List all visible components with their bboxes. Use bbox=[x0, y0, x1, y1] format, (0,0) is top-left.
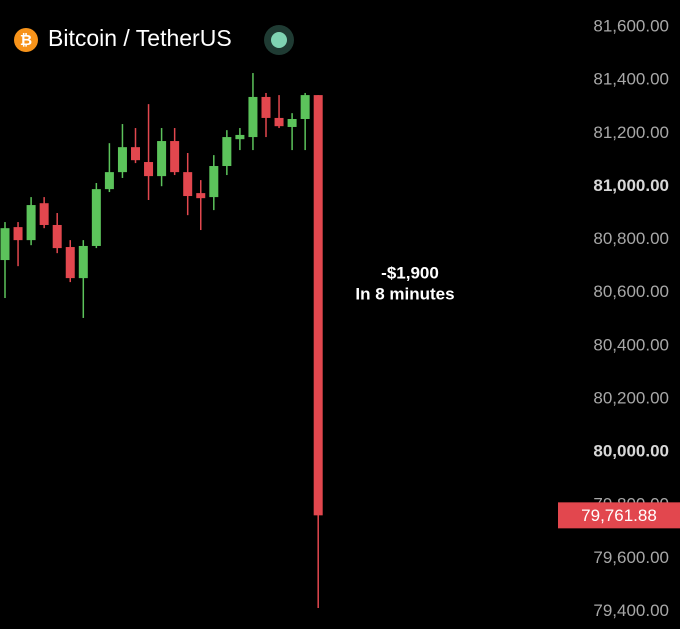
candle-body bbox=[274, 117, 284, 127]
candle-body bbox=[235, 134, 245, 140]
y-tick-label: 80,600.00 bbox=[593, 282, 669, 301]
bitcoin-icon-symbol: ₿ bbox=[20, 32, 32, 49]
y-tick-label: 80,800.00 bbox=[593, 229, 669, 248]
price-tag-label: 79,761.88 bbox=[581, 506, 657, 525]
candle-body bbox=[170, 141, 180, 173]
candle-body bbox=[78, 245, 88, 279]
candle-body bbox=[222, 137, 232, 167]
y-tick-label: 81,200.00 bbox=[593, 123, 669, 142]
y-tick-label: 80,400.00 bbox=[593, 335, 669, 354]
y-tick-label: 81,600.00 bbox=[593, 17, 669, 36]
candle-body bbox=[261, 96, 271, 118]
candle-body bbox=[52, 224, 62, 249]
candle-body bbox=[39, 203, 49, 225]
candle-body bbox=[248, 96, 258, 138]
candle-body bbox=[287, 119, 297, 127]
candle-body bbox=[91, 189, 101, 246]
price-tag bbox=[558, 502, 680, 529]
y-tick-label: 79,600.00 bbox=[593, 548, 669, 567]
y-tick-label: 81,400.00 bbox=[593, 70, 669, 89]
candle-body bbox=[183, 172, 193, 197]
candle-body bbox=[196, 193, 206, 199]
candle-body bbox=[104, 172, 114, 190]
y-tick-label: 79,400.00 bbox=[593, 601, 669, 620]
candle-body bbox=[144, 162, 154, 177]
annotation: -$1,900 bbox=[381, 263, 439, 282]
candle-body bbox=[209, 166, 219, 198]
candle-body bbox=[0, 228, 10, 261]
y-tick-label: 80,000.00 bbox=[593, 442, 669, 461]
candle-body bbox=[117, 147, 127, 173]
status-dot bbox=[271, 32, 287, 48]
candle-body bbox=[65, 247, 75, 279]
candle-body bbox=[157, 141, 167, 177]
annotation: In 8 minutes bbox=[355, 284, 454, 303]
candle-body bbox=[313, 95, 323, 516]
y-tick-label: 81,000.00 bbox=[593, 176, 669, 195]
chart-title: Bitcoin / TetherUS bbox=[48, 25, 232, 51]
bitcoin-icon bbox=[14, 28, 38, 52]
candle-body bbox=[131, 147, 140, 161]
candle-body bbox=[300, 95, 310, 119]
y-tick-label: 80,200.00 bbox=[593, 388, 669, 407]
candle-body bbox=[13, 227, 23, 241]
candle-body bbox=[26, 205, 36, 241]
